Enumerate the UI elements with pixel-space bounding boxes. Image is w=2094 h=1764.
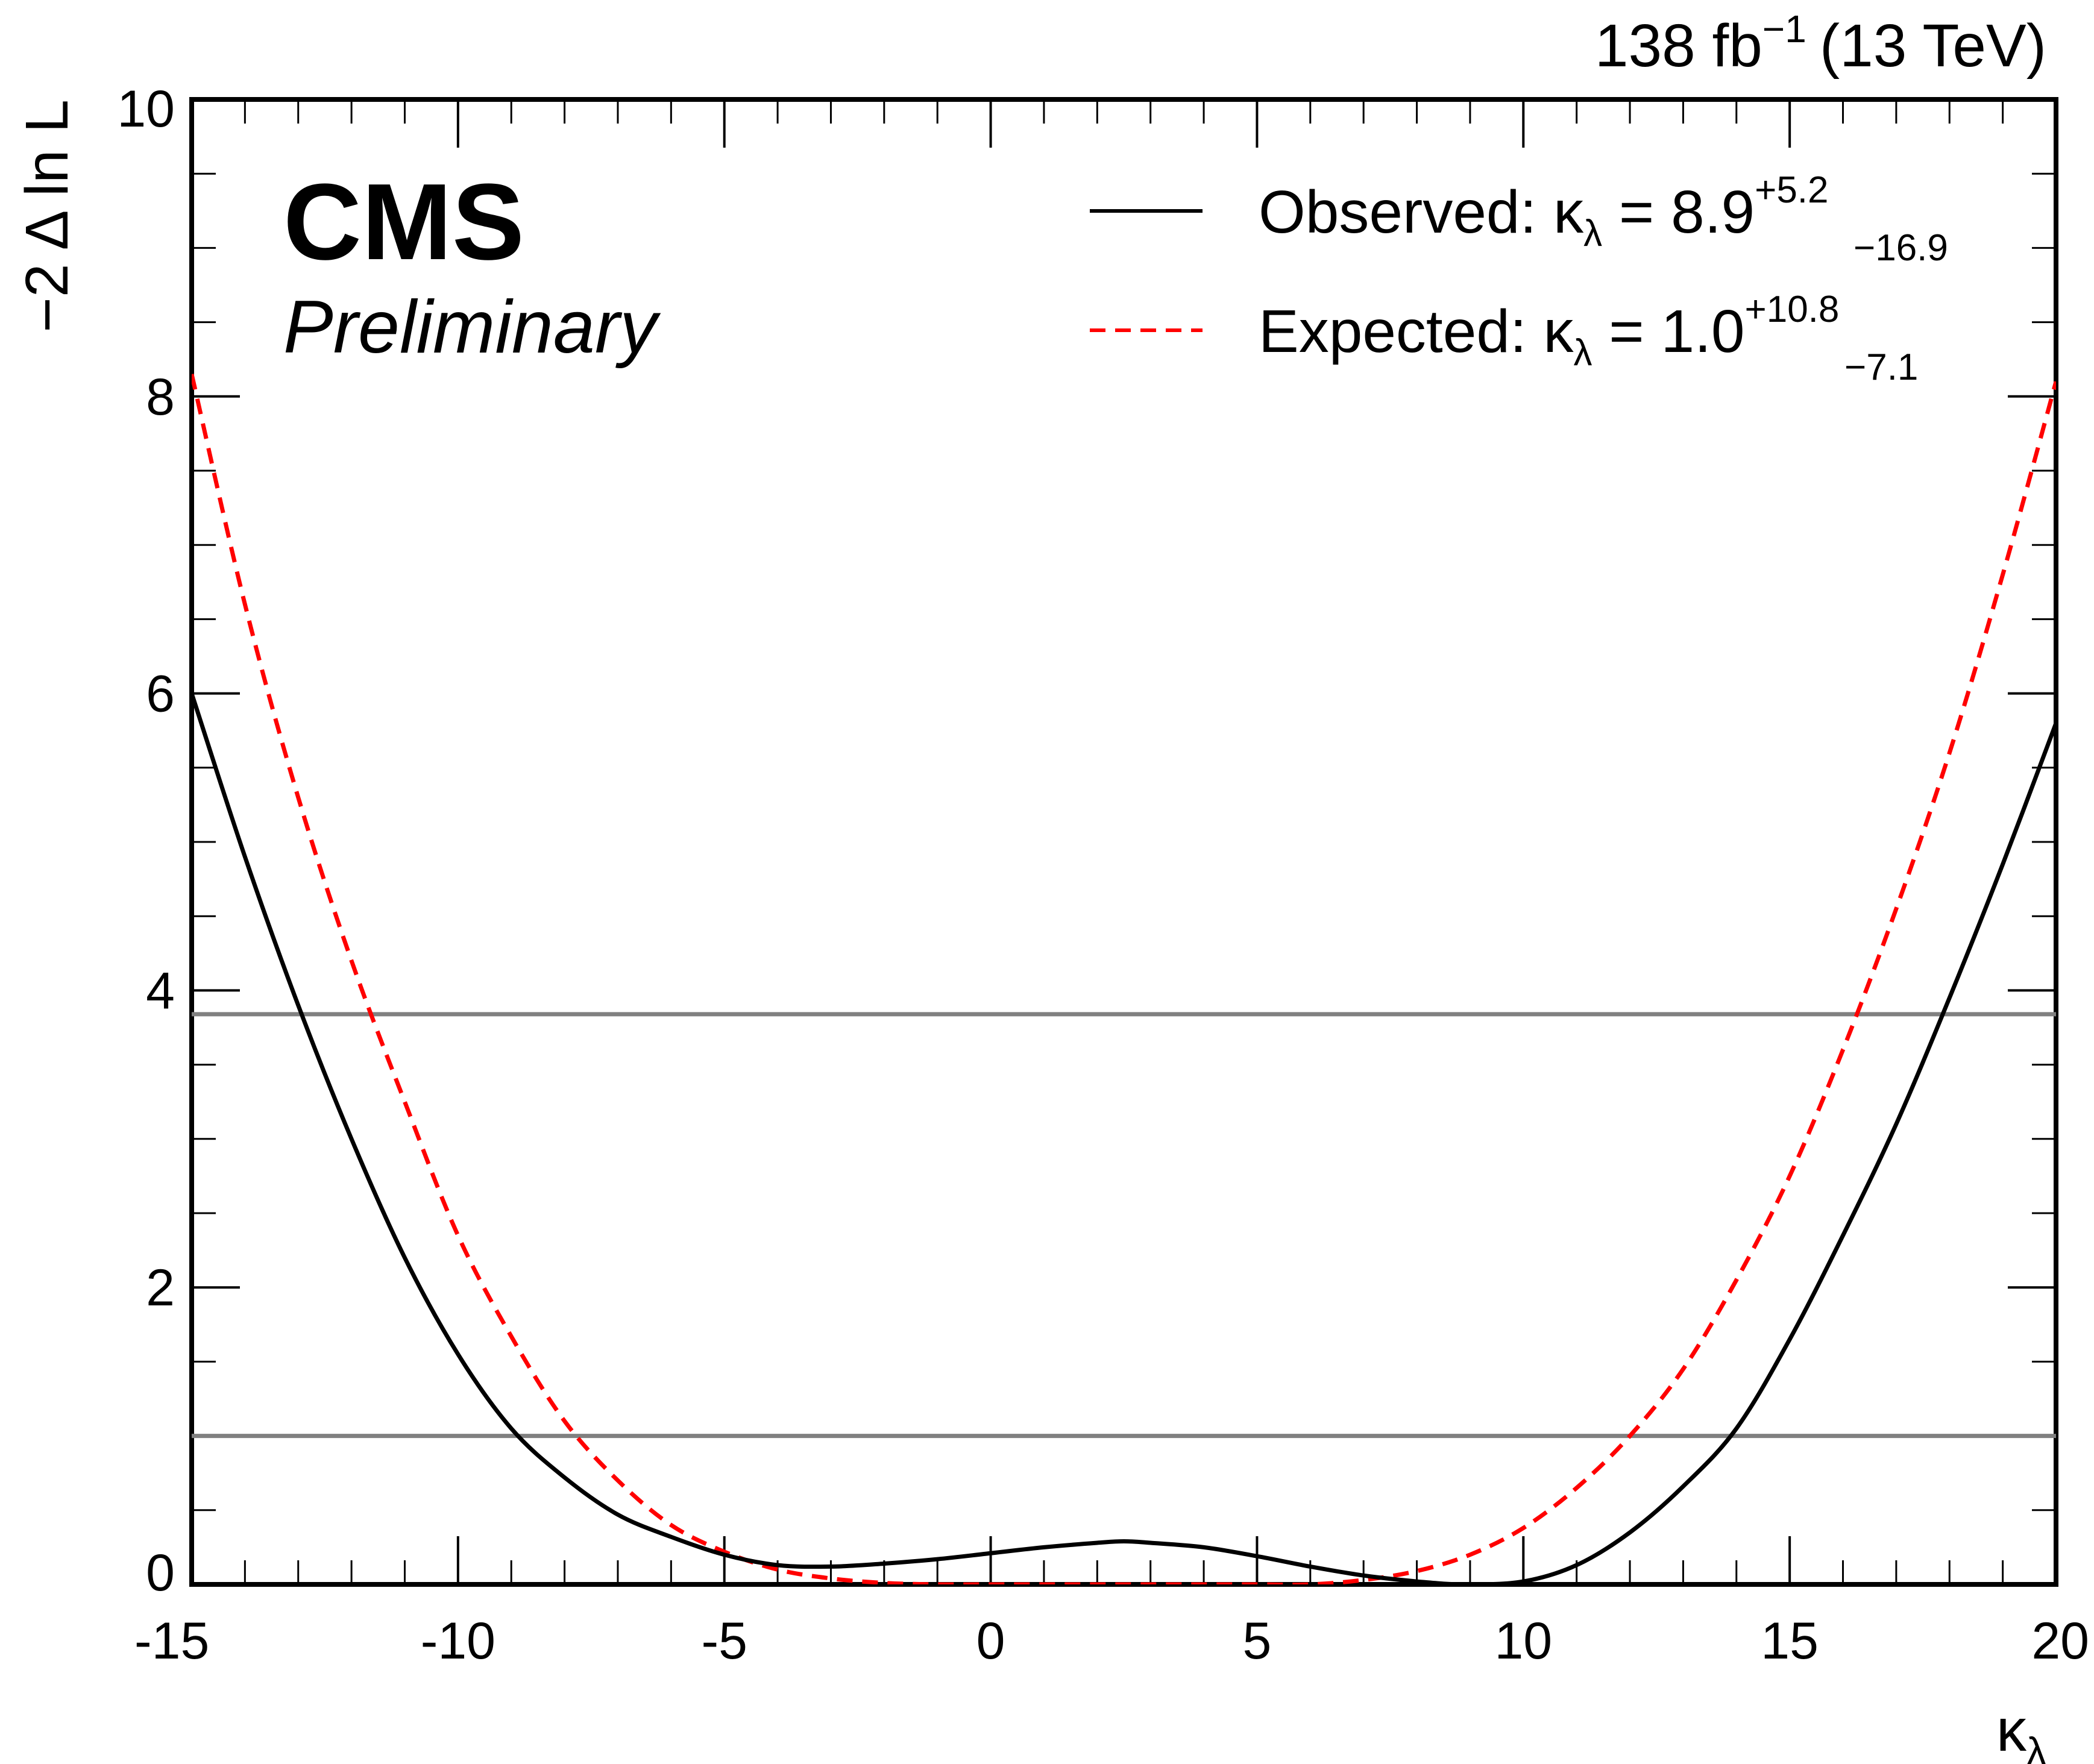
lumi-value: 138 fb bbox=[1595, 12, 1762, 80]
legend-expected-kappa: κ bbox=[1544, 298, 1574, 365]
legend-observed-name: Observed: bbox=[1259, 178, 1553, 246]
legend-observed-up: +5.2 bbox=[1755, 169, 1828, 211]
x-tick-label: 0 bbox=[976, 1612, 1005, 1670]
x-axis-title: κλ bbox=[1996, 1697, 2046, 1764]
x-axis-kappa: κ bbox=[1996, 1697, 2027, 1764]
legend-observed-down: −16.9 bbox=[1853, 227, 1948, 269]
legend-expected-label: Expected: κλ = 1.0+10.8−7.1 bbox=[1259, 289, 1918, 388]
legend-expected-down: −7.1 bbox=[1844, 347, 1918, 388]
y-tick-label: 10 bbox=[117, 80, 175, 138]
legend-expected-name: Expected: bbox=[1259, 298, 1544, 365]
legend-expected-kappa-sub: λ bbox=[1574, 332, 1593, 374]
y-tick-label: 2 bbox=[146, 1259, 175, 1317]
expected-curve bbox=[192, 374, 2056, 1584]
legend: Observed: κλ = 8.9+5.2−16.9 Expected: κλ… bbox=[1090, 169, 1948, 388]
y-axis-title: −2 Δ ln L bbox=[13, 99, 81, 333]
status-label: Preliminary bbox=[283, 286, 661, 369]
lumi-exponent: −1 bbox=[1762, 7, 1806, 51]
legend-expected-value: = 1.0 bbox=[1593, 298, 1745, 365]
lumi-label: 138 fb−1 (13 TeV) bbox=[1595, 7, 2046, 80]
x-tick-labels: -15 -10 -5 0 5 10 15 20 bbox=[134, 1612, 2089, 1670]
x-tick-label: -5 bbox=[701, 1612, 747, 1670]
observed-curve bbox=[192, 692, 2056, 1584]
energy-label: (13 TeV) bbox=[1820, 12, 2046, 80]
x-tick-label: 5 bbox=[1243, 1612, 1272, 1670]
y-tick-labels: 0 2 4 6 8 10 bbox=[117, 80, 175, 1602]
x-tick-label: 15 bbox=[1761, 1612, 1819, 1670]
x-tick-label: 20 bbox=[2031, 1612, 2089, 1670]
major-ticks bbox=[192, 99, 2056, 1584]
experiment-label: CMS bbox=[283, 162, 524, 283]
y-tick-label: 8 bbox=[146, 368, 175, 426]
y-tick-label: 6 bbox=[146, 665, 175, 723]
x-tick-label: 10 bbox=[1494, 1612, 1552, 1670]
likelihood-curves bbox=[192, 374, 2056, 1584]
x-tick-label: -10 bbox=[421, 1612, 495, 1670]
legend-observed-label: Observed: κλ = 8.9+5.2 −16.9 bbox=[1259, 169, 1948, 269]
reference-lines bbox=[192, 1012, 2056, 1439]
y-tick-label: 0 bbox=[146, 1544, 175, 1602]
y-tick-label: 4 bbox=[146, 962, 175, 1020]
legend-observed-kappa-sub: λ bbox=[1583, 213, 1602, 254]
legend-observed-value: = 8.9 bbox=[1602, 178, 1755, 246]
x-axis-kappa-sub: λ bbox=[2026, 1729, 2046, 1764]
x-tick-label: -15 bbox=[134, 1612, 209, 1670]
legend-observed-kappa: κ bbox=[1553, 178, 1584, 246]
legend-expected-up: +10.8 bbox=[1745, 289, 1840, 330]
